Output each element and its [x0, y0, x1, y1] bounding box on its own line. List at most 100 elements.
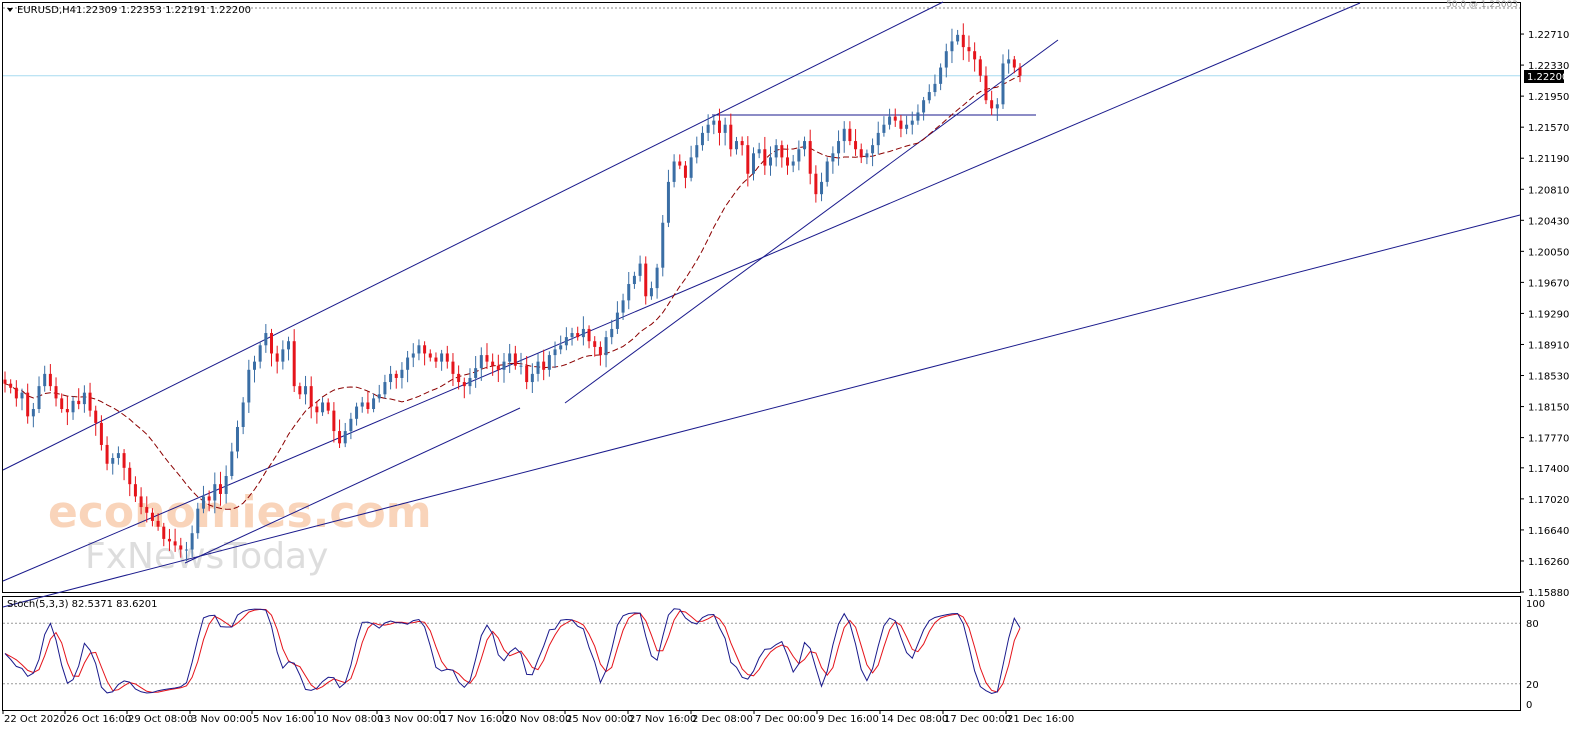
- time-tick-label: 14 Dec 08:00: [881, 714, 948, 725]
- candle-body: [723, 124, 727, 133]
- candle-body: [224, 475, 228, 494]
- candle-body: [360, 402, 364, 407]
- candle-body: [111, 458, 115, 464]
- candle-body: [888, 116, 892, 125]
- candle-body: [808, 141, 812, 174]
- candle-body: [428, 353, 432, 358]
- time-tick-label: 9 Dec 16:00: [818, 714, 879, 725]
- candle-body: [162, 526, 166, 539]
- candle-body: [218, 484, 222, 494]
- candle-body: [990, 100, 994, 109]
- stoch-level-label: 0: [1526, 700, 1532, 711]
- candle-body: [389, 373, 393, 383]
- time-tick-label: 3 Nov 00:00: [191, 714, 252, 725]
- price-tick-label: 1.20810: [1528, 185, 1569, 196]
- candle-body: [451, 361, 455, 374]
- candle-body: [553, 349, 557, 356]
- candle-body: [939, 67, 943, 84]
- watermark-economies: economies.com: [48, 487, 432, 538]
- price-tick-label: 1.19290: [1528, 309, 1569, 320]
- candle-body: [513, 353, 517, 366]
- price-tick-label: 1.16640: [1528, 526, 1569, 537]
- price-tick-label: 1.20050: [1528, 247, 1569, 258]
- candle-body: [871, 145, 875, 154]
- stoch-k-line: [4, 608, 1021, 695]
- candle-body: [270, 333, 274, 354]
- stoch-level-label: 80: [1526, 619, 1539, 630]
- candle-body: [355, 406, 359, 419]
- candle-body: [655, 267, 659, 289]
- price-tick-label: 1.21190: [1528, 154, 1569, 165]
- candle-body: [950, 41, 954, 52]
- candle-body: [48, 373, 52, 387]
- price-tick-label: 1.22710: [1528, 30, 1569, 41]
- candle-body: [712, 120, 716, 125]
- candle-body: [60, 398, 64, 410]
- candle-body: [751, 153, 755, 174]
- time-tick-label: 7 Dec 00:00: [755, 714, 816, 725]
- candle-body: [423, 345, 427, 354]
- candle-body: [865, 153, 869, 158]
- candle-body: [196, 508, 200, 534]
- time-tick-label: 26 Oct 16:00: [66, 714, 131, 725]
- candle-body: [65, 409, 69, 413]
- symbol-label: EURUSD,H4: [17, 5, 76, 16]
- candle-body: [241, 402, 245, 427]
- candle-body: [905, 124, 909, 129]
- candle-body: [394, 373, 398, 378]
- price-tick-label: 1.22330: [1528, 61, 1569, 72]
- price-tick-label: 1.18910: [1528, 340, 1569, 351]
- time-tick-label: 17 Nov 16:00: [441, 714, 508, 725]
- candle-body: [207, 496, 211, 501]
- price-panel: [2, 2, 1521, 593]
- candle-body: [859, 149, 863, 158]
- candle-body: [576, 333, 580, 338]
- candle-body: [774, 145, 778, 158]
- candle-body: [933, 83, 937, 93]
- candle-body: [173, 541, 177, 546]
- candle-body: [190, 533, 194, 550]
- dropdown-triangle-icon[interactable]: [7, 8, 13, 12]
- candle-body: [445, 353, 449, 362]
- candle-body: [281, 349, 285, 362]
- candle-body: [717, 120, 721, 133]
- candle-body: [649, 288, 653, 297]
- candle-body: [666, 181, 670, 223]
- price-tick-label: 1.21950: [1528, 92, 1569, 103]
- candle-body: [854, 141, 858, 150]
- candle-body: [615, 312, 619, 329]
- candle-body: [258, 345, 262, 362]
- candle-body: [746, 145, 750, 174]
- candle-body: [343, 431, 347, 444]
- fib-level-label: 50.0 @ 1.23003: [1446, 0, 1518, 10]
- candle-body: [479, 355, 483, 369]
- candle-body: [910, 120, 914, 125]
- candle-body: [695, 145, 699, 158]
- candle-body: [542, 361, 546, 370]
- candle-body: [321, 402, 325, 413]
- time-tick-label: 17 Dec 00:00: [944, 714, 1011, 725]
- candle-body: [139, 496, 143, 508]
- candle-body: [797, 149, 801, 162]
- candle-body: [457, 373, 461, 383]
- candle-body: [740, 141, 744, 146]
- candle-body: [638, 263, 642, 276]
- candle-body: [94, 410, 98, 423]
- candle-body: [468, 377, 472, 387]
- time-tick-label: 29 Oct 08:00: [128, 714, 193, 725]
- price-tick-label: 1.17400: [1528, 464, 1569, 475]
- candle-body: [525, 365, 529, 383]
- candle-body: [820, 181, 824, 195]
- candle-body: [508, 353, 512, 362]
- candle-body: [372, 398, 376, 410]
- candle-body: [791, 161, 795, 166]
- candle-body: [1001, 63, 1005, 105]
- stoch-label: Stoch(5,3,3) 82.5371 83.6201: [7, 599, 158, 610]
- candle-body: [814, 173, 818, 195]
- candle-body: [825, 161, 829, 182]
- candle-body: [831, 153, 835, 162]
- candle-body: [581, 328, 585, 338]
- candle-body: [984, 75, 988, 101]
- candle-body: [304, 386, 308, 395]
